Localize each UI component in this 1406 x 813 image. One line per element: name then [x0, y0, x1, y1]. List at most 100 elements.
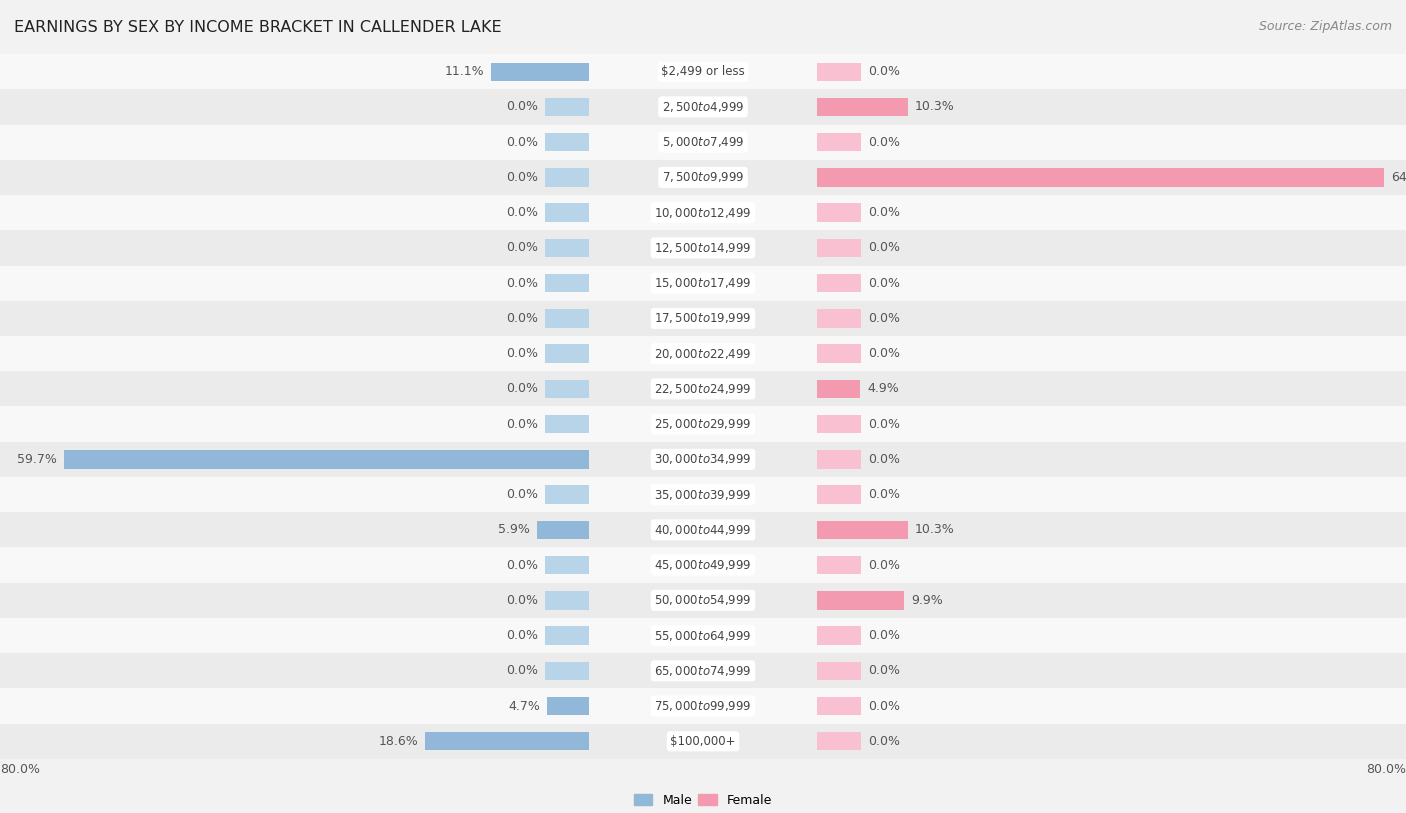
Text: $15,000 to $17,499: $15,000 to $17,499	[654, 276, 752, 290]
Bar	[817, 556, 860, 574]
Bar	[817, 380, 860, 398]
Bar	[0, 124, 1406, 160]
Text: 0.0%: 0.0%	[506, 593, 537, 606]
Text: 0.0%: 0.0%	[506, 171, 537, 184]
Bar	[0, 266, 1406, 301]
Bar	[0, 512, 1406, 547]
Bar	[0, 406, 1406, 441]
Bar	[537, 520, 589, 539]
Bar	[817, 415, 860, 433]
Text: $30,000 to $34,999: $30,000 to $34,999	[654, 452, 752, 467]
Text: $12,500 to $14,999: $12,500 to $14,999	[654, 241, 752, 255]
Bar	[817, 63, 860, 80]
Text: $35,000 to $39,999: $35,000 to $39,999	[654, 488, 752, 502]
Bar	[547, 697, 589, 715]
Text: 0.0%: 0.0%	[869, 664, 900, 677]
Text: 0.0%: 0.0%	[506, 347, 537, 360]
Bar	[817, 309, 860, 328]
Text: EARNINGS BY SEX BY INCOME BRACKET IN CALLENDER LAKE: EARNINGS BY SEX BY INCOME BRACKET IN CAL…	[14, 20, 502, 35]
Bar	[0, 301, 1406, 336]
Text: $2,499 or less: $2,499 or less	[661, 65, 745, 78]
Text: 0.0%: 0.0%	[869, 559, 900, 572]
Bar	[817, 662, 860, 680]
Bar	[817, 591, 904, 610]
Text: 0.0%: 0.0%	[506, 664, 537, 677]
Text: $5,000 to $7,499: $5,000 to $7,499	[662, 135, 744, 149]
Text: 0.0%: 0.0%	[869, 699, 900, 712]
Text: 18.6%: 18.6%	[378, 735, 419, 748]
Bar	[0, 653, 1406, 689]
Text: 0.0%: 0.0%	[869, 453, 900, 466]
Bar	[546, 133, 589, 151]
Bar	[817, 520, 908, 539]
Bar	[546, 415, 589, 433]
Bar	[491, 63, 589, 80]
Text: $17,500 to $19,999: $17,500 to $19,999	[654, 311, 752, 325]
Bar	[0, 477, 1406, 512]
Bar	[546, 203, 589, 222]
Text: $7,500 to $9,999: $7,500 to $9,999	[662, 171, 744, 185]
Bar	[546, 556, 589, 574]
Text: 64.5%: 64.5%	[1391, 171, 1406, 184]
Text: $55,000 to $64,999: $55,000 to $64,999	[654, 628, 752, 642]
Text: 0.0%: 0.0%	[869, 207, 900, 220]
Bar	[0, 54, 1406, 89]
Legend: Male, Female: Male, Female	[628, 789, 778, 811]
Bar	[0, 230, 1406, 266]
Text: 0.0%: 0.0%	[869, 312, 900, 325]
Bar	[817, 274, 860, 293]
Bar	[0, 547, 1406, 583]
Bar	[817, 168, 1384, 186]
Bar	[817, 239, 860, 257]
Bar	[546, 345, 589, 363]
Bar	[817, 98, 908, 116]
Text: 0.0%: 0.0%	[869, 347, 900, 360]
Bar	[426, 733, 589, 750]
Text: Source: ZipAtlas.com: Source: ZipAtlas.com	[1258, 20, 1392, 33]
Bar	[546, 168, 589, 186]
Text: 0.0%: 0.0%	[506, 241, 537, 254]
Text: 4.7%: 4.7%	[509, 699, 540, 712]
Text: 0.0%: 0.0%	[869, 65, 900, 78]
Text: 0.0%: 0.0%	[506, 488, 537, 501]
Bar	[817, 133, 860, 151]
Bar	[546, 309, 589, 328]
Bar	[546, 380, 589, 398]
Text: $40,000 to $44,999: $40,000 to $44,999	[654, 523, 752, 537]
Text: 9.9%: 9.9%	[911, 593, 943, 606]
Text: $10,000 to $12,499: $10,000 to $12,499	[654, 206, 752, 220]
Text: 0.0%: 0.0%	[869, 735, 900, 748]
Text: 59.7%: 59.7%	[17, 453, 58, 466]
Bar	[817, 203, 860, 222]
Bar	[817, 345, 860, 363]
Text: $65,000 to $74,999: $65,000 to $74,999	[654, 664, 752, 678]
Text: 0.0%: 0.0%	[869, 418, 900, 431]
Text: 11.1%: 11.1%	[444, 65, 484, 78]
Bar	[0, 724, 1406, 759]
Text: $100,000+: $100,000+	[671, 735, 735, 748]
Text: 0.0%: 0.0%	[506, 559, 537, 572]
Text: 0.0%: 0.0%	[506, 101, 537, 114]
Text: 0.0%: 0.0%	[506, 136, 537, 149]
Text: 5.9%: 5.9%	[498, 524, 530, 537]
Text: 0.0%: 0.0%	[869, 488, 900, 501]
Text: 0.0%: 0.0%	[506, 207, 537, 220]
Bar	[546, 627, 589, 645]
Bar	[0, 441, 1406, 477]
Bar	[0, 195, 1406, 230]
Text: 10.3%: 10.3%	[915, 101, 955, 114]
Text: 80.0%: 80.0%	[0, 763, 39, 776]
Text: 0.0%: 0.0%	[869, 276, 900, 289]
Bar	[65, 450, 589, 468]
Text: 0.0%: 0.0%	[506, 629, 537, 642]
Bar	[546, 274, 589, 293]
Bar	[0, 583, 1406, 618]
Text: 4.9%: 4.9%	[868, 382, 898, 395]
Bar	[0, 160, 1406, 195]
Text: 80.0%: 80.0%	[1367, 763, 1406, 776]
Bar	[0, 89, 1406, 124]
Bar	[546, 98, 589, 116]
Text: $2,500 to $4,999: $2,500 to $4,999	[662, 100, 744, 114]
Text: $20,000 to $22,499: $20,000 to $22,499	[654, 346, 752, 361]
Bar	[817, 450, 860, 468]
